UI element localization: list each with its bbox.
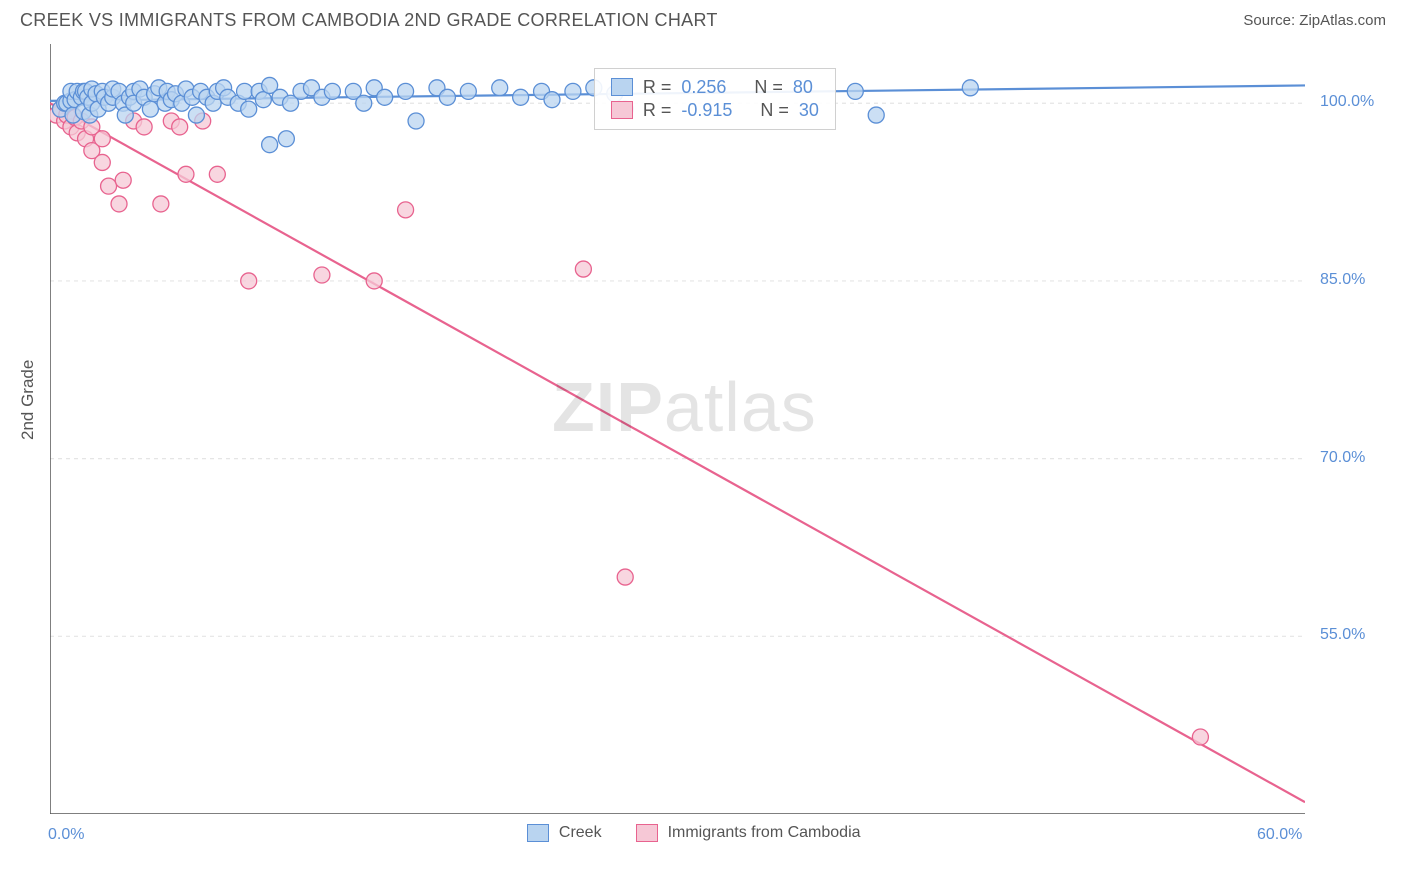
y-tick-label: 55.0% xyxy=(1320,626,1365,644)
x-tick-label: 60.0% xyxy=(1257,826,1302,844)
r-value-creek: 0.256 xyxy=(681,77,726,98)
scatter-chart xyxy=(50,44,1305,814)
y-axis-label: 2nd Grade xyxy=(18,360,38,440)
y-tick-label: 85.0% xyxy=(1320,271,1365,289)
r-label: R = xyxy=(643,100,672,121)
n-value-cambodia: 30 xyxy=(799,100,819,121)
source-prefix: Source: xyxy=(1243,12,1299,29)
bottom-legend: Creek Immigrants from Cambodia xyxy=(527,824,861,842)
y-tick-label: 70.0% xyxy=(1320,449,1365,467)
stats-row-creek: R = 0.256 N = 80 xyxy=(611,77,819,98)
source-link[interactable]: ZipAtlas.com xyxy=(1299,12,1386,29)
stats-row-cambodia: R = -0.915 N = 30 xyxy=(611,100,819,121)
legend-swatch-cambodia xyxy=(611,101,633,119)
legend-swatch-creek xyxy=(611,78,633,96)
x-tick-label: 0.0% xyxy=(48,826,84,844)
r-label: R = xyxy=(643,77,672,98)
y-tick-label: 100.0% xyxy=(1320,93,1374,111)
chart-area: R = 0.256 N = 80 R = -0.915 N = 30 ZIPat… xyxy=(50,44,1311,814)
correlation-stats-box: R = 0.256 N = 80 R = -0.915 N = 30 xyxy=(594,68,836,130)
r-value-cambodia: -0.915 xyxy=(681,100,732,121)
legend-swatch-cambodia xyxy=(636,824,658,842)
source-attribution: Source: ZipAtlas.com xyxy=(1243,12,1386,29)
legend-label-cambodia: Immigrants from Cambodia xyxy=(668,824,861,842)
legend-label-creek: Creek xyxy=(559,824,602,842)
header: CREEK VS IMMIGRANTS FROM CAMBODIA 2ND GR… xyxy=(0,0,1406,39)
chart-title: CREEK VS IMMIGRANTS FROM CAMBODIA 2ND GR… xyxy=(20,10,718,31)
n-value-creek: 80 xyxy=(793,77,813,98)
n-label: N = xyxy=(754,77,783,98)
n-label: N = xyxy=(760,100,789,121)
legend-swatch-creek xyxy=(527,824,549,842)
